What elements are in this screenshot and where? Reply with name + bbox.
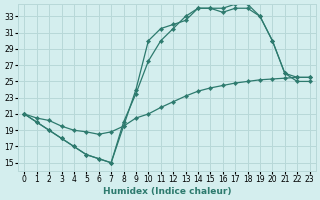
X-axis label: Humidex (Indice chaleur): Humidex (Indice chaleur) (103, 187, 231, 196)
